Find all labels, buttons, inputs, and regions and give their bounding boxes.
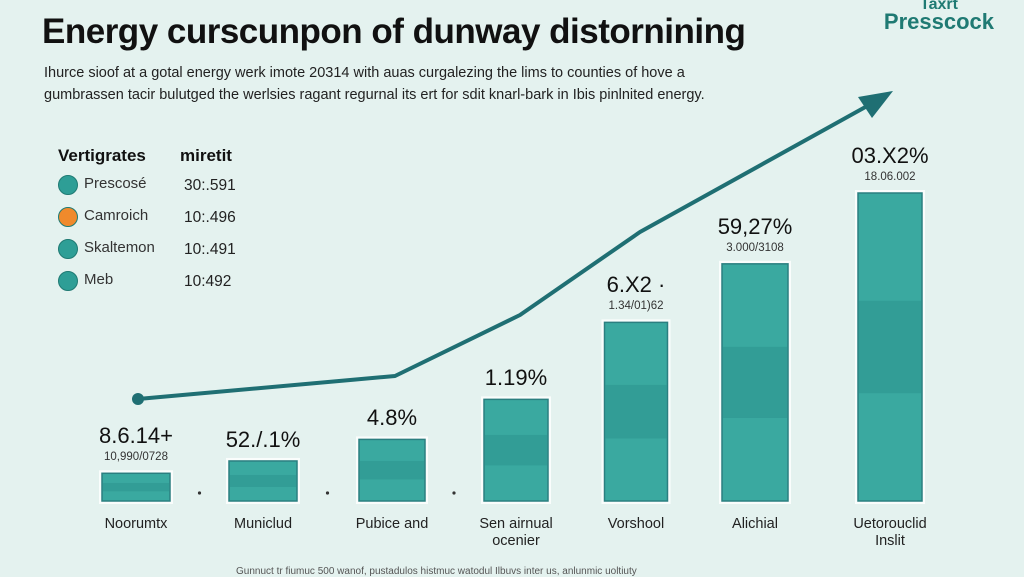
trend-start-point	[132, 393, 144, 405]
subtitle-line: Ihurce sioof at a gotal energy werk imot…	[44, 65, 685, 81]
separator-dot	[452, 491, 456, 495]
legend-item: Camroich 10:.496	[58, 207, 258, 229]
trend-arrowhead	[858, 91, 893, 118]
logo: Taxrt Presscock	[883, 0, 994, 34]
bar	[228, 460, 298, 502]
bar-value-label: 03.X2%	[851, 143, 929, 168]
bar-value-label: 1.19%	[484, 365, 548, 391]
bar-value-label: 52./.1%	[225, 426, 301, 452]
bar-texture	[485, 434, 547, 466]
bar-texture	[723, 346, 787, 418]
bar	[603, 321, 669, 502]
separator-dot	[197, 491, 202, 495]
legend-item-value: 30:.591	[184, 177, 236, 194]
subtitle: Ihurce sioof at a gotal energy werk imot…	[44, 62, 804, 106]
bar-value-label: 6.X2 ·	[606, 272, 666, 298]
bar-value-label: 59,27%	[717, 213, 793, 239]
category-label: Municlud	[233, 516, 293, 532]
logo-line2: Presscock	[883, 9, 994, 34]
bar-texture	[859, 300, 921, 394]
chart-title: Energy curscunpon of dunway distornining	[42, 12, 746, 51]
bar-sub-label: 18.06.002	[864, 171, 916, 183]
category-label: Pubice and	[355, 516, 429, 532]
legend-item-name: Camroich	[84, 207, 149, 224]
bar-sub-label: 3.000/3108	[726, 241, 784, 254]
category-label: Noorumtx	[104, 516, 168, 532]
bar-value-label: 4.8%	[366, 405, 418, 431]
legend-item-name: Skaltemon	[84, 239, 155, 256]
category-label: Vorshool	[607, 516, 665, 532]
legend-header-value: miretit	[180, 146, 232, 165]
bar-sub-label: 1.34/01)62	[608, 300, 664, 313]
category-label: Alichial	[732, 516, 778, 532]
bar-texture	[103, 482, 169, 492]
legend-item: Meb 10:492	[58, 271, 258, 293]
bar	[721, 263, 789, 502]
bar-texture	[360, 460, 424, 480]
legend-item-value: 10:.496	[184, 209, 236, 226]
legend-swatch-icon	[58, 271, 78, 291]
bar-texture	[230, 474, 296, 487]
bar-value-label: 8.6.14+	[98, 423, 173, 449]
bar	[857, 192, 923, 502]
legend-item-name: Meb	[84, 271, 114, 288]
bar	[358, 438, 426, 502]
category-label: Uetorouclid Inslit	[853, 516, 927, 549]
category-label: Sen airnual ocenier	[479, 516, 553, 549]
legend-item: Skaltemon 10:.491	[58, 239, 258, 261]
footer-note: Gunnuct tr fiumuc 500 wanof, pustadulos …	[236, 566, 637, 577]
legend-item-name: Prescosé	[84, 175, 147, 192]
separator-dot	[325, 491, 330, 495]
legend-swatch-icon	[58, 175, 78, 195]
bar-sub-label: 10,990/0728	[104, 451, 168, 464]
legend-swatch-icon	[58, 239, 78, 259]
legend-header-name: Vertigrates	[58, 146, 146, 165]
legend-swatch-icon	[58, 207, 78, 227]
legend-item-value: 10:492	[184, 273, 232, 290]
legend-item: Prescosé 30:.591	[58, 175, 258, 197]
bar	[483, 398, 549, 502]
bar-texture	[605, 384, 667, 439]
legend-item-value: 10:.491	[184, 241, 236, 258]
bar	[101, 472, 171, 502]
subtitle-line: gumbrassen tacir bulutged the werlsies r…	[44, 87, 705, 103]
logo-line1: Taxrt	[919, 0, 958, 13]
trend-line	[137, 98, 879, 401]
